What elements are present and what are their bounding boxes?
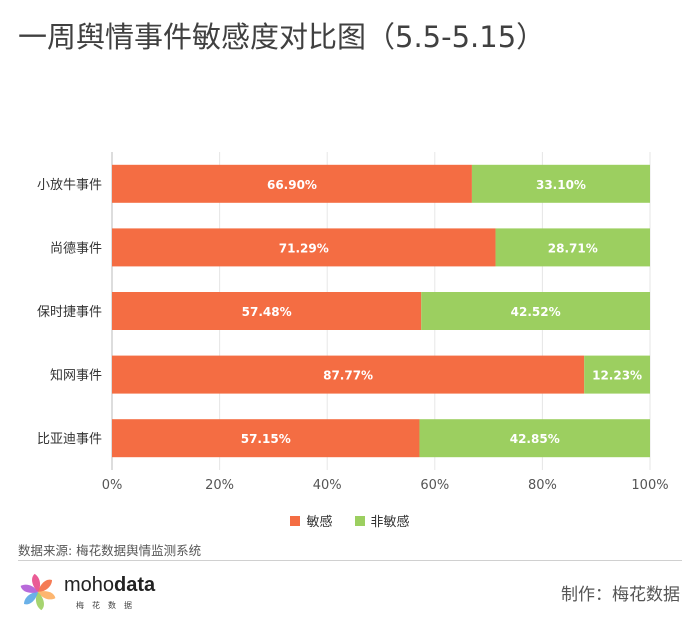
bar-segment	[495, 228, 650, 267]
x-tick-label: 20%	[205, 478, 234, 493]
category-label: 小放牛事件	[37, 178, 102, 193]
bar-segment	[112, 164, 472, 203]
logo-petal	[20, 584, 38, 593]
bar-data-label: 28.71%	[548, 241, 598, 255]
bar-data-label: 42.52%	[511, 305, 561, 319]
category-label: 尚德事件	[50, 241, 102, 256]
legend-item-sensitive[interactable]: 敏感	[290, 511, 333, 530]
logo-petal	[38, 591, 56, 600]
logo-wordmark-a: moho	[64, 574, 115, 596]
category-label: 比亚迪事件	[37, 432, 102, 447]
bar-chart: 0% 20% 40% 60% 80% 100% 小放牛事件 66.90% 33.10% 尚德事件 7…	[37, 152, 669, 493]
brand-logo[interactable]: mohodata 梅花数据	[18, 572, 178, 612]
bar-segment	[419, 419, 650, 458]
bar-segment	[112, 355, 585, 394]
legend-item-non-sensitive[interactable]: 非敏感	[354, 511, 410, 530]
x-tick-label: 60%	[420, 478, 449, 493]
bar-data-label: 57.48%	[242, 305, 292, 319]
category-label: 保时捷事件	[37, 305, 102, 320]
legend-label-sensitive: 敏感	[306, 515, 333, 530]
category-label: 知网事件	[50, 368, 102, 384]
bar-data-label: 66.90%	[267, 178, 317, 192]
bar-segment	[112, 419, 420, 458]
bar-data-label: 12.23%	[592, 369, 642, 383]
logo-petal	[38, 579, 52, 592]
legend-label-non-sensitive: 非敏感	[370, 515, 410, 530]
bar-segment	[471, 164, 650, 203]
bar-segment	[112, 292, 422, 330]
logo-wordmark: mohodata	[64, 574, 155, 597]
x-tick-label: 40%	[313, 478, 342, 493]
logo-subtitle: 梅花数据	[76, 601, 140, 610]
logo-petal	[24, 592, 38, 605]
legend-swatch-sensitive	[290, 515, 301, 526]
logo-petal	[32, 573, 41, 592]
legend-swatch-non-sensitive	[354, 515, 365, 526]
bar-segment	[584, 355, 650, 394]
bar-data-label: 57.15%	[241, 432, 291, 446]
bar-data-label: 87.77%	[323, 369, 373, 383]
footer-divider	[18, 560, 682, 561]
bar-data-label: 33.10%	[536, 178, 586, 192]
logo-petal	[35, 592, 44, 611]
bar-data-label: 42.85%	[510, 432, 560, 446]
x-tick-label: 100%	[631, 478, 668, 493]
bar-segment	[421, 292, 650, 330]
credit-text: 制作：梅花数据	[561, 585, 680, 605]
x-tick-label: 80%	[528, 478, 557, 493]
page-title: 一周舆情事件敏感度对比图（5.5-5.15）	[18, 20, 546, 54]
data-source-note: 数据来源: 梅花数据舆情监测系统	[18, 543, 202, 558]
bar-segment	[112, 228, 496, 267]
chart-legend: 敏感 非敏感	[0, 511, 700, 530]
bar-data-label: 71.29%	[279, 241, 329, 255]
logo-wordmark-b: data	[114, 574, 156, 596]
x-tick-label: 0%	[102, 478, 123, 493]
pinwheel-logo-icon	[20, 573, 56, 611]
